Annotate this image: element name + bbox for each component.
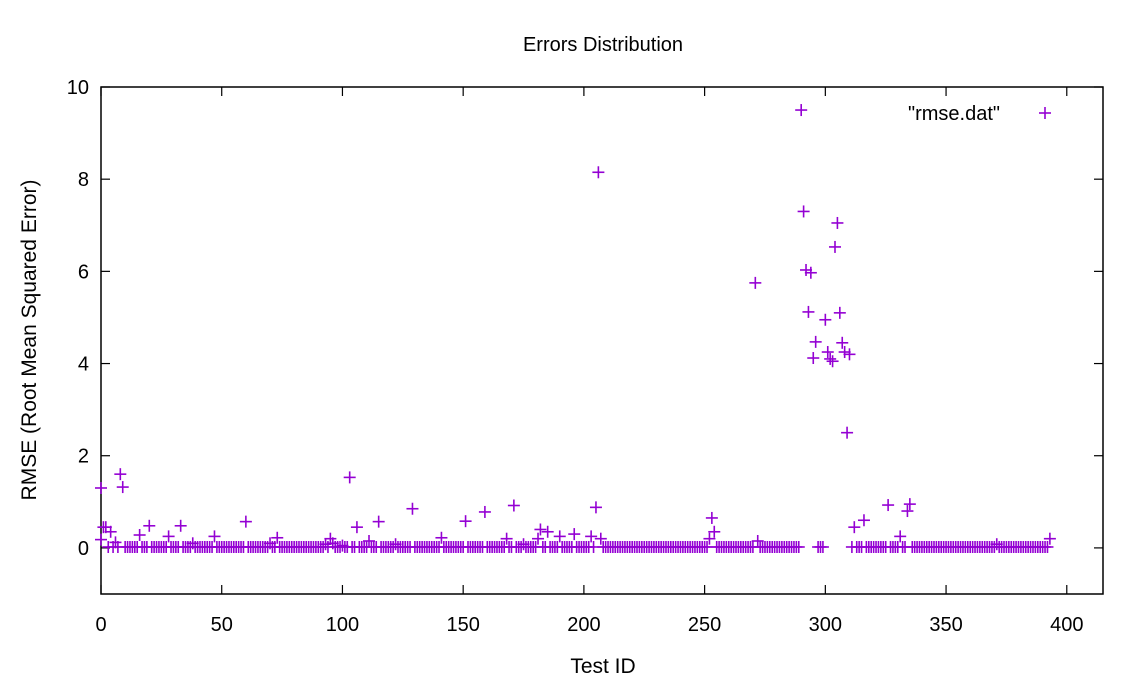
data-point <box>143 519 156 532</box>
data-point <box>208 530 221 543</box>
data-point <box>802 305 815 318</box>
data-point <box>804 266 817 279</box>
data-point <box>114 468 127 481</box>
data-point <box>828 240 841 253</box>
data-point <box>848 521 861 534</box>
data-point <box>831 216 844 229</box>
data-point <box>435 531 448 544</box>
data-point <box>104 525 117 538</box>
data-point <box>95 481 107 494</box>
data-point <box>1041 540 1054 553</box>
data-point <box>133 529 146 542</box>
data-point <box>826 355 839 368</box>
chart-title: Errors Distribution <box>523 34 683 56</box>
data-point <box>517 538 530 551</box>
data-point <box>95 533 107 546</box>
data-point <box>585 530 598 543</box>
data-point <box>800 263 813 276</box>
x-tick-label: 200 <box>567 614 600 636</box>
data-point <box>901 505 914 518</box>
data-point <box>821 346 834 359</box>
data-point <box>857 514 870 527</box>
data-point <box>833 306 846 319</box>
data-point <box>162 530 175 543</box>
data-point <box>795 104 808 117</box>
data-point <box>792 540 805 553</box>
data-point <box>816 540 829 553</box>
data-point <box>363 534 376 547</box>
y-tick-label: 4 <box>78 354 89 376</box>
data-point <box>749 276 762 289</box>
legend-plus-marker <box>1039 107 1051 119</box>
y-axis-label: RMSE (Root Mean Squared Error) <box>18 180 41 501</box>
legend: "rmse.dat" <box>908 103 1051 125</box>
data-point <box>703 532 716 545</box>
y-tick-label: 2 <box>78 446 89 468</box>
y-tick-label: 10 <box>67 77 89 99</box>
data-point <box>894 530 907 543</box>
data-point <box>459 515 472 528</box>
data-point <box>534 523 547 536</box>
data-point <box>507 499 520 512</box>
data-point <box>903 498 916 511</box>
data-point <box>541 525 554 538</box>
data-point <box>372 515 385 528</box>
data-point <box>271 531 284 544</box>
data-point <box>824 352 837 365</box>
data-point <box>819 313 832 326</box>
data-point <box>882 499 895 512</box>
y-tick-label: 8 <box>78 169 89 191</box>
legend-label: "rmse.dat" <box>908 103 1000 125</box>
data-point <box>705 511 718 524</box>
x-tick-label: 250 <box>688 614 721 636</box>
x-tick-label: 350 <box>929 614 962 636</box>
data-point <box>589 501 602 514</box>
x-tick-label: 100 <box>326 614 359 636</box>
data-point <box>841 426 854 439</box>
data-point <box>807 352 820 365</box>
data-point <box>406 502 419 515</box>
data-point <box>478 505 491 518</box>
data-point <box>751 534 764 547</box>
data-point <box>319 538 332 551</box>
data-points <box>95 104 1056 553</box>
data-point <box>990 538 1003 551</box>
x-tick-label: 300 <box>809 614 842 636</box>
data-point <box>594 532 607 545</box>
data-point <box>350 521 363 534</box>
data-point <box>797 205 810 218</box>
data-point <box>336 539 349 552</box>
axis-ticks: 0 50 100 150 200 250 300 350 400 0 2 4 6 8 10 <box>67 77 1103 636</box>
data-point <box>836 336 849 349</box>
data-point <box>500 532 513 545</box>
data-point <box>809 335 822 348</box>
y-tick-label: 0 <box>78 538 89 560</box>
data-point <box>553 530 566 543</box>
x-tick-label: 0 <box>95 614 106 636</box>
data-point <box>838 346 851 359</box>
y-tick-label: 6 <box>78 261 89 283</box>
data-point <box>1043 532 1056 545</box>
data-point <box>343 471 356 484</box>
data-point <box>174 519 187 532</box>
data-point <box>116 481 129 494</box>
x-tick-label: 150 <box>446 614 479 636</box>
plot-frame <box>100 86 1104 595</box>
data-point <box>532 532 545 545</box>
data-point <box>239 515 252 528</box>
data-point <box>843 348 856 361</box>
legend-marker <box>1039 107 1051 119</box>
data-point <box>592 166 605 179</box>
data-point <box>389 538 402 551</box>
x-tick-label: 50 <box>211 614 233 636</box>
x-tick-label: 400 <box>1050 614 1083 636</box>
data-point <box>568 528 581 541</box>
data-point <box>708 525 721 538</box>
x-axis-label: Test ID <box>570 655 635 678</box>
